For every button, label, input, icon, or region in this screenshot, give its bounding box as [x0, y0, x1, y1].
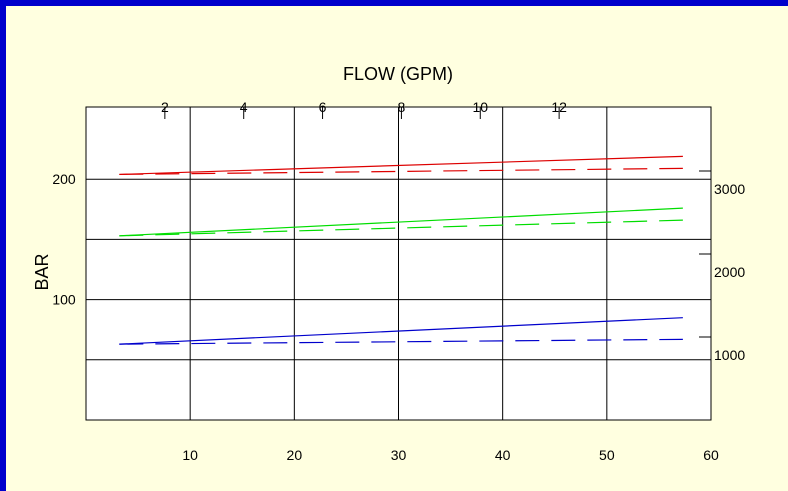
x-tick-label: 10 [182, 447, 198, 463]
series-line-5 [119, 317, 683, 345]
x-tick-label: 50 [599, 447, 615, 463]
right-tick-label: 3000 [714, 181, 745, 197]
series-line-1 [119, 155, 683, 176]
top-tick-label: 10 [472, 99, 488, 115]
tick-group: 10 20 30 40 50 60 2 4 6 8 10 12 200 100 3000 2000 1000 [52, 99, 745, 463]
y-axis-label: BAR [32, 253, 52, 290]
series-line-4 [119, 219, 683, 237]
left-tick-label: 200 [52, 171, 76, 187]
grid [86, 107, 711, 420]
top-tick-label: 8 [398, 99, 406, 115]
top-tick-label: 4 [240, 99, 248, 115]
x-tick-label: 60 [703, 447, 719, 463]
chart-title: FLOW (GPM) [343, 64, 453, 84]
top-tick-label: 6 [319, 99, 327, 115]
x-tick-label: 20 [287, 447, 303, 463]
series-line-3 [119, 207, 683, 237]
series-line-6 [119, 338, 683, 345]
series-group [119, 155, 683, 345]
left-tick-label: 100 [52, 292, 76, 308]
top-tick-label: 2 [161, 99, 169, 115]
x-tick-label: 40 [495, 447, 511, 463]
right-tick-label: 2000 [714, 264, 745, 280]
right-tick-label: 1000 [714, 347, 745, 363]
x-tick-label: 30 [391, 447, 407, 463]
top-tick-label: 12 [551, 99, 567, 115]
series-line-2 [119, 167, 683, 176]
